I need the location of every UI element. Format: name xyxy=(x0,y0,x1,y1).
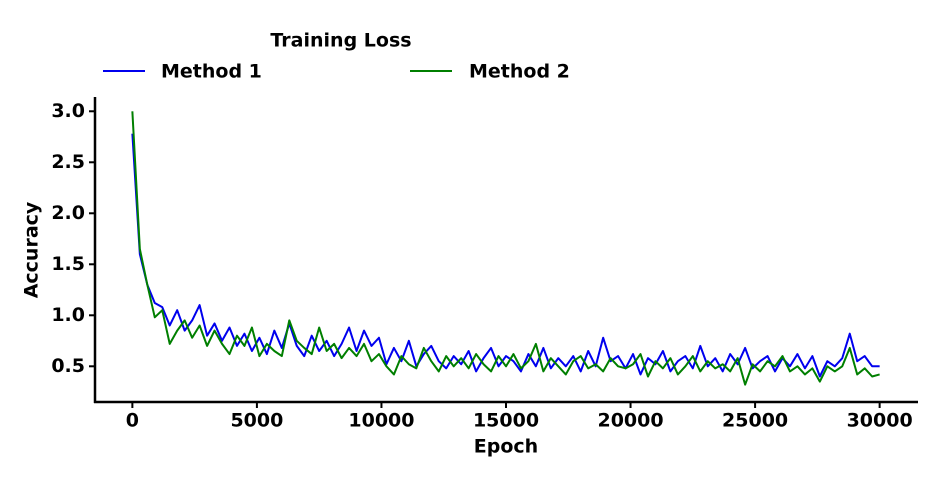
data-line xyxy=(131,133,880,378)
y-tick-label: 3.0 xyxy=(51,100,85,122)
y-tick-label: 1.5 xyxy=(51,253,85,275)
data-line xyxy=(131,111,880,386)
x-tick-label: 25000 xyxy=(722,410,788,432)
x-tick-label: 0 xyxy=(126,410,139,432)
x-tick-label: 20000 xyxy=(597,410,663,432)
y-axis-label: Accuracy xyxy=(21,201,43,298)
x-axis-label: Epoch xyxy=(474,436,538,458)
y-tick-label: 1.0 xyxy=(51,304,85,326)
x-tick-label: 30000 xyxy=(847,410,913,432)
x-tick-label: 10000 xyxy=(348,410,414,432)
legend-title: Training Loss xyxy=(270,30,411,52)
x-tick-label: 5000 xyxy=(230,410,283,432)
y-tick-label: 2.0 xyxy=(51,202,85,224)
x-tick-label: 15000 xyxy=(473,410,539,432)
legend-label: Method 1 xyxy=(161,61,262,83)
legend-label: Method 2 xyxy=(469,61,570,83)
y-tick-label: 0.5 xyxy=(51,355,85,377)
y-tick-label: 2.5 xyxy=(51,151,85,173)
